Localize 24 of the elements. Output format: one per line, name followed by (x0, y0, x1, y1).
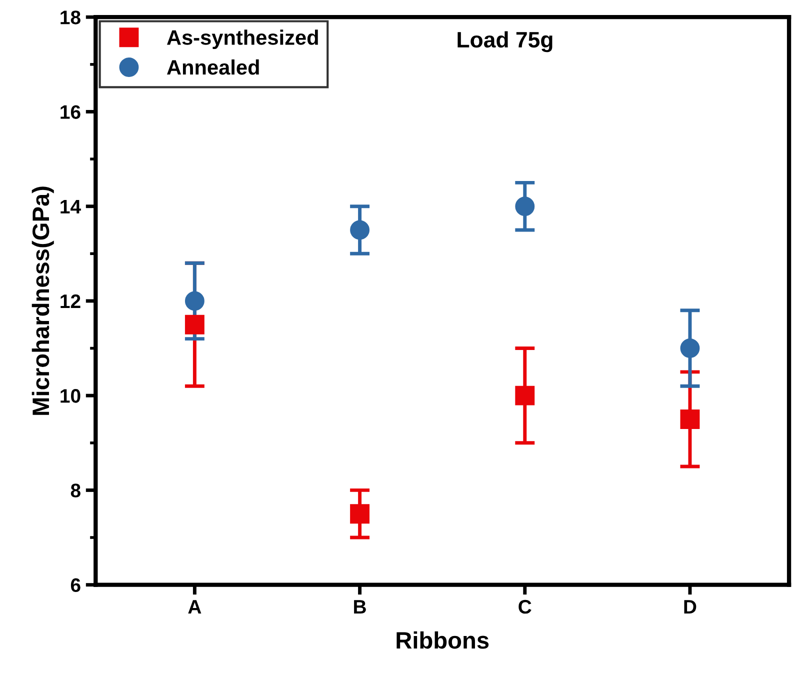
y-tick-label: 18 (60, 10, 80, 24)
y-tick-label: 8 (70, 484, 80, 498)
x-axis-title: Ribbons (396, 631, 489, 649)
legend-label: Annealed (166, 59, 259, 75)
x-tick-label: C (518, 600, 532, 614)
y-tick-label: 12 (60, 294, 80, 308)
point (680, 410, 700, 429)
point (184, 291, 204, 311)
legend-label: As-synthesized (166, 30, 318, 50)
y-tick-label: 16 (60, 105, 80, 119)
y-tick-label: 6 (70, 578, 80, 592)
y-tick-label: 14 (60, 200, 81, 214)
x-tick-label: B (354, 600, 366, 614)
point (515, 386, 535, 406)
point (680, 338, 700, 358)
y-tick-label: 10 (60, 389, 80, 403)
annotation: Load 75g (458, 31, 552, 52)
point (515, 196, 535, 216)
point (350, 504, 370, 524)
y-axis-title: Microhardness(GPa) (32, 186, 54, 415)
point (350, 220, 370, 240)
x-tick-label: A (188, 600, 202, 614)
point (184, 314, 204, 334)
x-tick-label: D (684, 600, 696, 614)
